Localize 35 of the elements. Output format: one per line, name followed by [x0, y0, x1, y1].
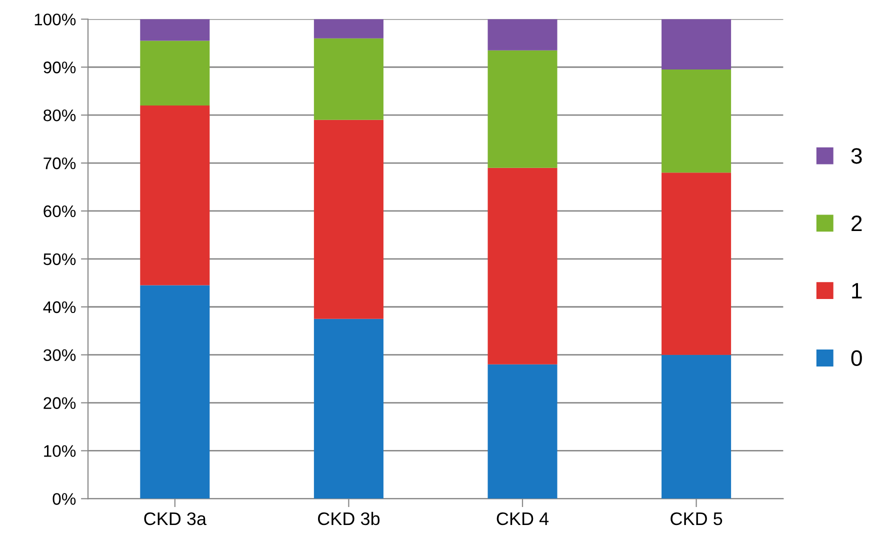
- y-tick-label: 100%: [34, 14, 76, 26]
- bar: [488, 50, 558, 168]
- bar: [314, 318, 384, 499]
- y-tick-label: 40%: [43, 301, 76, 314]
- y-tick-label: 50%: [44, 253, 76, 266]
- y-tick-label: 80%: [44, 109, 76, 122]
- bar: [662, 70, 732, 173]
- bar: [140, 105, 210, 286]
- y-tick-label: 20%: [44, 397, 76, 409]
- x-tick-label: CKD 3b: [318, 512, 380, 526]
- x-tick-label: CKD 5: [670, 512, 722, 526]
- y-tick-label: 60%: [44, 205, 76, 218]
- bar: [140, 19, 210, 41]
- y-tick-label: 90%: [44, 62, 76, 74]
- bar: [488, 364, 558, 499]
- bar: [314, 19, 384, 38]
- legend-label: 2: [852, 215, 862, 231]
- bar: [140, 40, 210, 106]
- legend-label: 3: [851, 148, 862, 164]
- bar: [488, 19, 558, 50]
- bar: [662, 19, 732, 70]
- bar: [140, 285, 210, 499]
- y-tick-label: 30%: [43, 349, 76, 362]
- legend-label: 0: [851, 350, 862, 366]
- bar: [314, 38, 384, 120]
- y-tick-label: 70%: [44, 157, 76, 170]
- x-tick-label: CKD 4: [496, 512, 549, 526]
- bar: [488, 168, 558, 364]
- x-tick-label: CKD 3a: [144, 512, 207, 526]
- bar: [662, 354, 732, 499]
- bar: [662, 172, 732, 355]
- legend-label: 1: [852, 283, 862, 298]
- bar: [314, 120, 384, 319]
- y-tick-label: 0%: [52, 493, 76, 505]
- y-tick-label: 10%: [44, 445, 76, 457]
